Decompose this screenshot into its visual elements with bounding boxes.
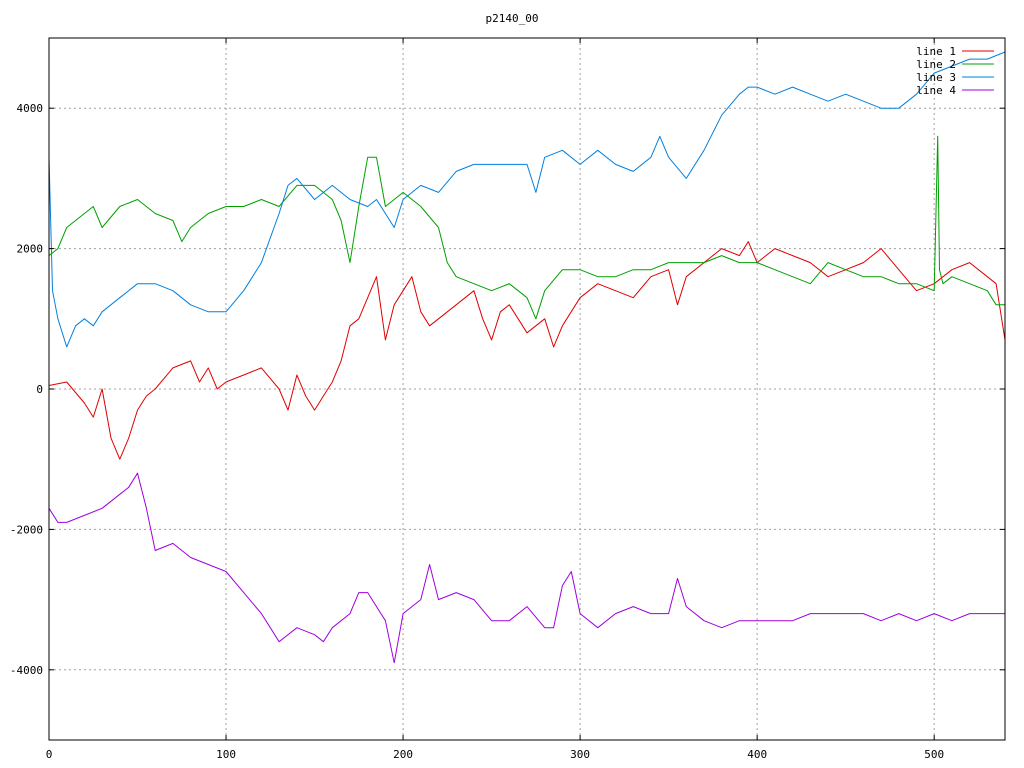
series-group [48,51,1006,664]
x-tick-label: 100 [216,748,236,761]
legend-label-4: line 4 [916,84,956,97]
series-line-2 [48,135,1005,320]
y-tick-label: -2000 [10,523,43,536]
y-tick-label: 0 [36,383,43,396]
legend-label-3: line 3 [916,71,956,84]
x-tick-label: 500 [924,748,944,761]
plot-frame [48,37,1006,741]
y-tick-label: 4000 [17,102,44,115]
legend-label-2: line 2 [916,58,956,71]
grid [49,38,1005,740]
x-tick-label: 0 [46,748,53,761]
series-line-1 [48,241,1006,460]
series-line-4 [48,472,1005,664]
axes: 0 100 200 300 400 500 -4000 -2000 0 2000 4000 [10,38,1005,761]
x-tick-label: 400 [747,748,767,761]
chart-title: p2140_00 [486,12,539,25]
y-tick-label: -4000 [10,664,43,677]
legend-label-1: line 1 [916,45,956,58]
x-tick-label: 200 [393,748,413,761]
series-line-3 [48,51,1006,348]
x-tick-label: 300 [570,748,590,761]
y-tick-label: 2000 [17,243,44,256]
